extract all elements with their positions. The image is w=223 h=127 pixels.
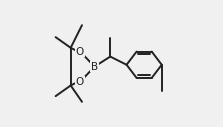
Text: O: O xyxy=(76,77,84,87)
Text: O: O xyxy=(76,47,84,57)
Text: B: B xyxy=(91,62,98,72)
